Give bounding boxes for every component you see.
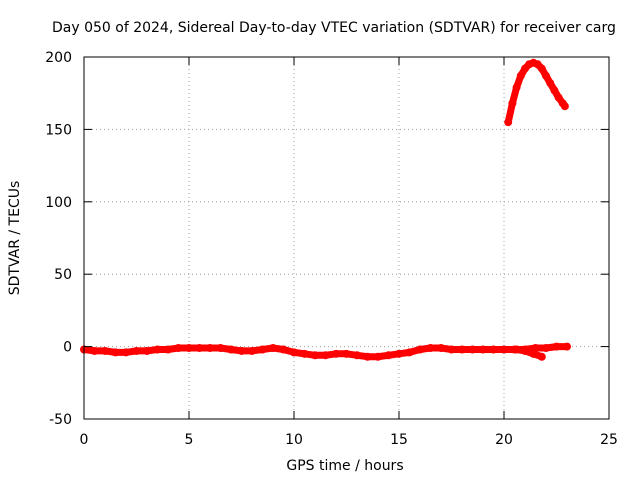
- y-tick-label: 200: [45, 50, 72, 66]
- data-point: [512, 345, 521, 354]
- x-tick-label: 5: [185, 432, 194, 448]
- data-point: [500, 345, 508, 354]
- data-point: [111, 348, 120, 357]
- data-point: [437, 344, 445, 353]
- data-point: [353, 351, 361, 360]
- data-point: [374, 352, 382, 361]
- data-point: [426, 344, 435, 353]
- data-point: [405, 348, 414, 357]
- y-tick-label: 0: [63, 340, 72, 356]
- data-point: [311, 351, 319, 360]
- data-point: [508, 99, 517, 108]
- data-point: [542, 71, 550, 80]
- data-point: [384, 351, 393, 360]
- x-tick-label: 10: [285, 432, 303, 448]
- data-point: [206, 344, 214, 353]
- y-tick-label: 100: [45, 195, 72, 211]
- data-point: [479, 345, 487, 354]
- data-point: [279, 345, 288, 354]
- x-tick-label: 20: [495, 432, 513, 448]
- data-point: [101, 346, 109, 355]
- series-2: [512, 345, 546, 361]
- y-tick-label: -50: [49, 412, 72, 428]
- data-point: [227, 345, 235, 354]
- data-point: [395, 349, 403, 358]
- data-point: [554, 93, 563, 102]
- y-tick-label: 150: [45, 122, 72, 138]
- x-tick-label: 25: [600, 432, 618, 448]
- y-axis-label: SDTVAR / TECUs: [7, 181, 23, 296]
- x-tick-label: 0: [80, 432, 89, 448]
- data-point: [342, 349, 351, 358]
- data-point: [164, 345, 172, 354]
- axis-ticks: 0 5 10 15 20 25 -50 0 50 100 150 200: [45, 50, 618, 448]
- data-point: [458, 345, 466, 354]
- series-line: [513, 346, 546, 361]
- data-point: [269, 344, 277, 353]
- x-tick-label: 15: [390, 432, 408, 448]
- data-point: [174, 344, 183, 353]
- data-point: [521, 346, 529, 355]
- grid-lines: [84, 57, 609, 419]
- series-1: [504, 58, 569, 127]
- data-point: [542, 344, 550, 353]
- data-point: [550, 86, 559, 95]
- data-point: [489, 345, 498, 354]
- data-point: [153, 345, 162, 354]
- data-point: [321, 351, 330, 360]
- data-point: [248, 346, 256, 355]
- data-point: [537, 64, 546, 73]
- data-point: [516, 71, 525, 80]
- data-point: [290, 348, 298, 357]
- data-point: [504, 118, 513, 127]
- y-tick-label: 50: [54, 267, 72, 283]
- data-point: [552, 342, 561, 351]
- data-point: [143, 346, 151, 355]
- x-axis-label: GPS time / hours: [286, 458, 403, 474]
- data-point: [416, 345, 424, 354]
- plot-frame: [83, 56, 610, 420]
- data-point: [512, 83, 521, 92]
- data-point: [332, 349, 340, 358]
- data-series: [80, 58, 571, 361]
- data-point: [90, 346, 99, 355]
- data-point: [560, 102, 569, 111]
- data-point: [216, 344, 225, 353]
- data-point: [237, 346, 246, 355]
- data-point: [300, 349, 309, 358]
- data-point: [258, 345, 267, 354]
- data-point: [537, 352, 546, 361]
- data-point: [468, 345, 477, 354]
- data-point: [122, 348, 130, 357]
- data-point: [195, 344, 204, 353]
- data-point: [563, 342, 571, 351]
- data-point: [447, 345, 456, 354]
- data-point: [529, 349, 538, 358]
- chart-title: Day 050 of 2024, Sidereal Day-to-day VTE…: [52, 20, 616, 36]
- data-point: [185, 344, 193, 353]
- data-point: [363, 352, 372, 361]
- data-point: [132, 346, 141, 355]
- series-0: [80, 342, 571, 361]
- data-point: [546, 79, 555, 88]
